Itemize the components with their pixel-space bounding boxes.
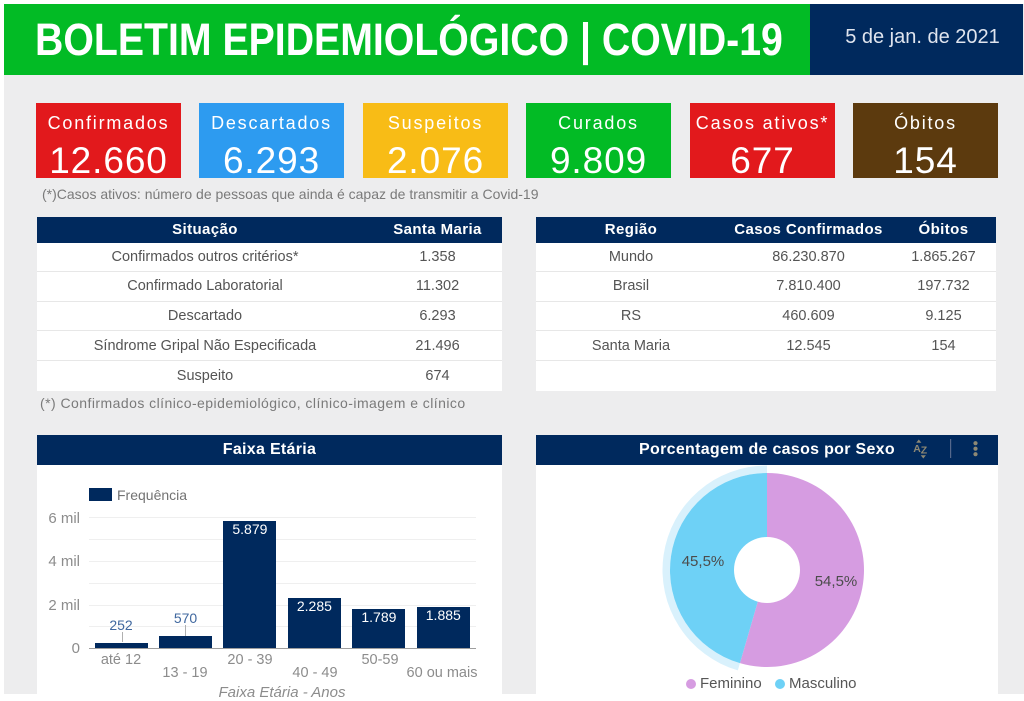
svg-text:Z: Z	[921, 445, 928, 457]
svg-text:A: A	[913, 443, 921, 455]
